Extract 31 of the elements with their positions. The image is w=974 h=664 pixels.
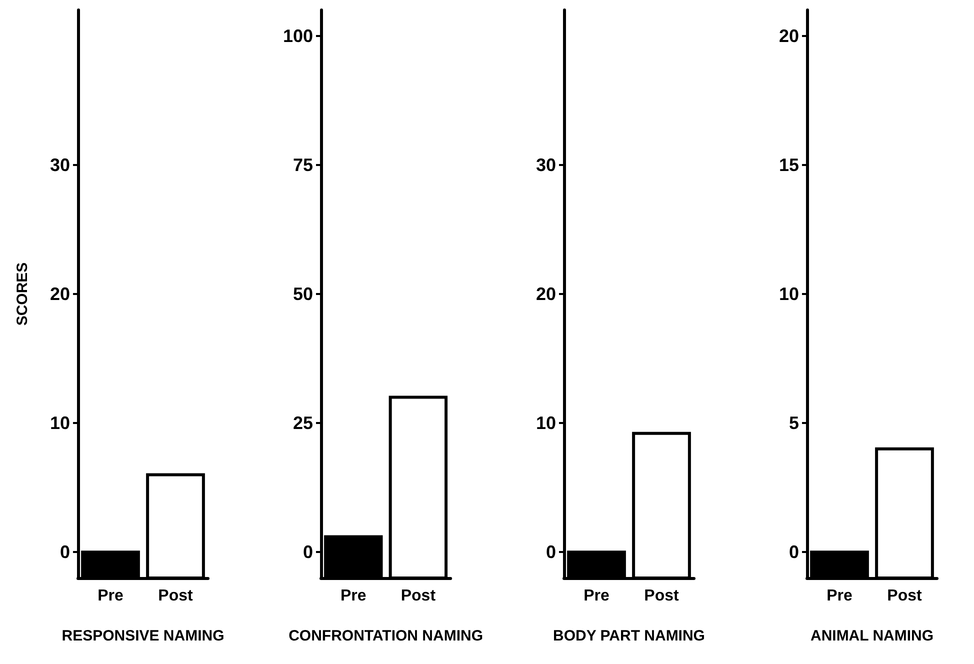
y-tick-label: 10 (536, 413, 556, 434)
y-tick-label: 5 (788, 413, 799, 434)
y-tick-label: 10 (778, 284, 799, 304)
y-tick-label: 0 (60, 542, 70, 562)
y-tick-label: 20 (536, 284, 556, 304)
y-tick-label: 100 (282, 26, 313, 46)
x-tick-label: Pre (826, 588, 852, 604)
y-axis-title: SCORES (14, 262, 31, 326)
y-tick-label: 0 (546, 542, 556, 562)
y-tick-label: 10 (50, 413, 70, 434)
y-tick-label: 15 (778, 154, 799, 175)
x-tick-label: Post (400, 588, 436, 604)
x-tick-label: Pre (98, 588, 124, 604)
x-axis-title: ANIMAL NAMING (810, 628, 934, 644)
y-tick-label: 0 (302, 542, 313, 562)
x-tick-label: Pre (584, 588, 610, 604)
y-tick-label: 25 (292, 413, 313, 434)
y-tick-label: 0 (788, 542, 799, 562)
x-tick-label: Pre (340, 588, 366, 604)
x-axis-title: CONFRONTATION NAMING (288, 628, 483, 644)
x-tick-label: Post (158, 588, 194, 604)
x-tick-label: Post (887, 588, 923, 604)
x-axis-title: BODY PART NAMING (553, 628, 705, 644)
y-tick-label: 20 (778, 26, 799, 46)
y-tick-label: 75 (292, 154, 313, 175)
y-tick-label: 50 (292, 284, 313, 304)
y-tick-label: 30 (50, 154, 70, 175)
y-tick-label: 30 (536, 154, 556, 175)
y-tick-label: 20 (50, 284, 70, 304)
x-tick-label: Post (644, 588, 680, 604)
x-axis-title: RESPONSIVE NAMING (62, 628, 224, 644)
